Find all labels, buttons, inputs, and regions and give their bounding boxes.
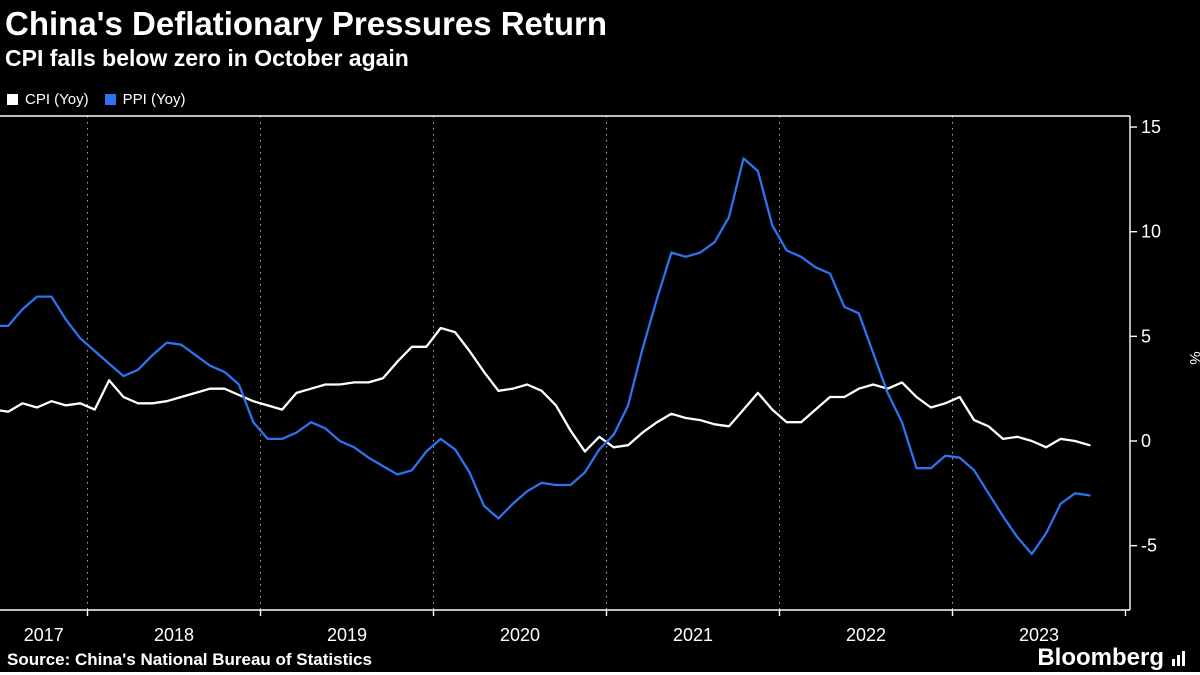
bottom-rule (0, 672, 1200, 675)
legend-label-cpi: CPI (Yoy) (25, 91, 89, 108)
x-tick-label: 2022 (846, 625, 886, 645)
y-axis-unit-label: % (1186, 351, 1200, 364)
cpi-swatch-icon (7, 94, 18, 105)
legend-label-ppi: PPI (Yoy) (122, 91, 186, 108)
y-tick-label: 0 (1141, 431, 1151, 451)
ppi-line (0, 157, 1091, 556)
cpi-line (0, 326, 1091, 453)
x-tick-label: 2019 (327, 625, 367, 645)
y-tick-label: 15 (1141, 117, 1161, 137)
y-tick-label: 10 (1141, 222, 1161, 242)
x-tick-label: 2021 (673, 625, 713, 645)
legend-item-cpi: CPI (Yoy) (7, 91, 89, 108)
y-tick-label: -5 (1141, 536, 1157, 556)
legend-item-ppi: PPI (Yoy) (104, 91, 186, 108)
line-chart-plot: 15 10 5 0 -5% 2017 2018 2019 2020 2021 2022 2023 (0, 115, 1200, 645)
legend: CPI (Yoy) PPI (Yoy) (7, 91, 185, 108)
x-tick-label: 2020 (500, 625, 540, 645)
bloomberg-bars-icon (1172, 650, 1185, 666)
x-tick-label: 2023 (1019, 625, 1059, 645)
x-tick-label: 2018 (154, 625, 194, 645)
chart-title: China's Deflationary Pressures Return (5, 5, 608, 42)
x-tick-label: 2017 (24, 625, 64, 645)
bloomberg-wordmark: Bloomberg (1037, 644, 1164, 671)
source-note: Source: China's National Bureau of Stati… (7, 650, 372, 669)
bloomberg-logo: Bloomberg (1037, 644, 1188, 672)
ppi-swatch-icon (104, 94, 116, 105)
y-tick-label: 5 (1141, 326, 1151, 346)
chart-subtitle: CPI falls below zero in October again (5, 45, 409, 71)
